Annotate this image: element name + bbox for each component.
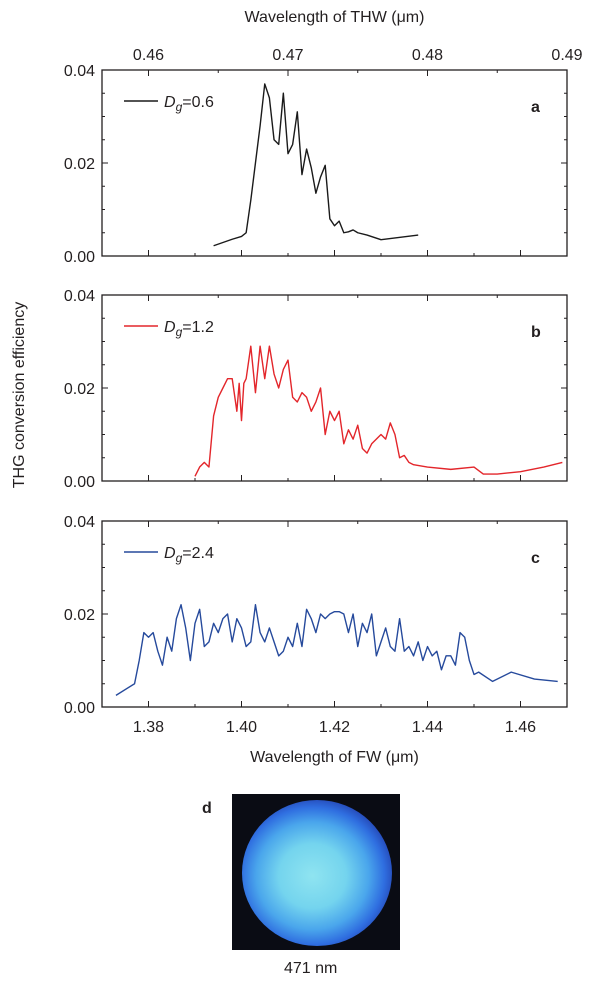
panel-label-b: b <box>531 324 541 341</box>
series-line-c <box>116 605 558 696</box>
blue-beam-spot <box>242 800 392 946</box>
beam-image <box>232 794 400 950</box>
x-bottom-axis-label: Wavelength of FW (μm) <box>250 749 419 766</box>
y-tick-label: 0.04 <box>64 63 95 80</box>
panel-label-c: c <box>531 550 540 567</box>
y-tick-label: 0.02 <box>64 156 95 173</box>
x-top-tick-label: 0.49 <box>551 47 582 64</box>
legend-text-c: Dg=2.4 <box>164 545 214 565</box>
x-top-axis-label: Wavelength of THW (μm) <box>245 9 425 26</box>
x-bottom-tick-label: 1.38 <box>133 719 164 736</box>
beam-caption: 471 nm <box>284 960 337 978</box>
y-axis-label: THG conversion efficiency <box>11 302 28 488</box>
legend-text-a: Dg=0.6 <box>164 94 214 114</box>
x-bottom-tick-label: 1.44 <box>412 719 443 736</box>
y-tick-label: 0.02 <box>64 607 95 624</box>
legend-text-b: Dg=1.2 <box>164 319 214 339</box>
y-tick-label: 0.00 <box>64 474 95 491</box>
x-bottom-tick-label: 1.46 <box>505 719 536 736</box>
x-bottom-tick-label: 1.42 <box>319 719 350 736</box>
x-top-tick-label: 0.46 <box>133 47 164 64</box>
y-tick-label: 0.04 <box>64 514 95 531</box>
series-line-b <box>195 346 562 476</box>
y-tick-label: 0.04 <box>64 288 95 305</box>
x-top-tick-label: 0.48 <box>412 47 443 64</box>
y-tick-label: 0.00 <box>64 249 95 266</box>
x-top-tick-label: 0.47 <box>272 47 303 64</box>
panel-label-a: a <box>531 99 540 116</box>
y-tick-label: 0.02 <box>64 381 95 398</box>
y-tick-label: 0.00 <box>64 700 95 717</box>
x-bottom-tick-label: 1.40 <box>226 719 257 736</box>
series-line-a <box>214 84 419 246</box>
panel-d-label: d <box>202 800 212 818</box>
